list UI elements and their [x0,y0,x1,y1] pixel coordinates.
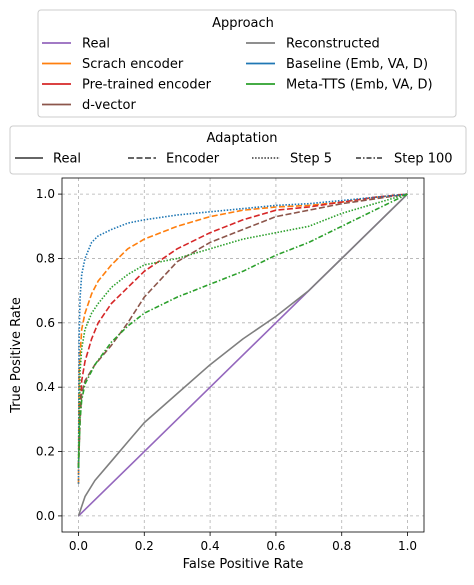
x-tick-label: 0.0 [69,539,88,553]
legend-approach-label: Meta-TTS (Emb, VA, D) [286,78,433,93]
x-tick-label: 0.2 [135,539,154,553]
y-tick-label: 1.0 [36,187,55,201]
series-line-scrach-encoder-dashed [77,193,408,484]
legend-adaptation-label: Encoder [166,152,220,167]
x-axis-label: False Positive Rate [183,557,304,572]
legend-approach-label: Baseline (Emb, VA, D) [286,57,428,72]
legend-adaptation: Adaptation Real Encoder Step 5 Step 100 [9,125,467,175]
y-tick-label: 0.6 [36,316,55,330]
series-line-baseline-emb-va-d-dotted [77,193,408,484]
series-layer [77,193,409,517]
series-line-reconstructed-solid [77,193,409,517]
legend-approach-label: d-vector [82,98,136,113]
x-tick-label: 1.0 [398,539,417,553]
series-line-meta-tts-emb-va-d-dashdot [77,193,408,468]
x-tick-label: 0.8 [332,539,351,553]
legend-approach-label: Reconstructed [286,37,380,52]
x-tick-label: 0.6 [266,539,285,553]
series-line-pre-trained-encoder-dashed [77,193,408,468]
y-tick-label: 0.8 [36,251,55,265]
legend-approach-title: Approach [212,16,274,31]
legend-adaptation-title: Adaptation [206,131,277,146]
legend-approach-label: Scrach encoder [82,57,184,72]
axis-ticks: 0.0 0.2 0.4 0.6 0.8 1.0 0.0 0.2 0.4 0.6 0.8 1.0 [36,187,417,553]
legend-adaptation-label: Real [53,152,81,167]
legend-approach: Approach Real Scrach encoder Pre-trained e… [37,9,457,118]
grid-lines [62,178,424,532]
x-tick-label: 0.4 [201,539,220,553]
y-tick-label: 0.2 [36,445,55,459]
legend-adaptation-label: Step 5 [290,152,332,167]
y-axis-label: True Positive Rate [9,297,24,414]
legend-approach-label: Pre-trained encoder [82,78,212,93]
series-line-meta-tts-emb-va-d-dotted [77,193,408,468]
axes-frame [61,177,425,533]
legend-approach-label: Real [82,37,110,52]
y-tick-label: 0.4 [36,380,55,394]
series-line-d-vector-dashed [77,193,408,468]
legend-adaptation-label: Step 100 [394,152,453,167]
y-tick-label: 0.0 [36,509,55,523]
legend-adaptation-box [9,125,467,175]
